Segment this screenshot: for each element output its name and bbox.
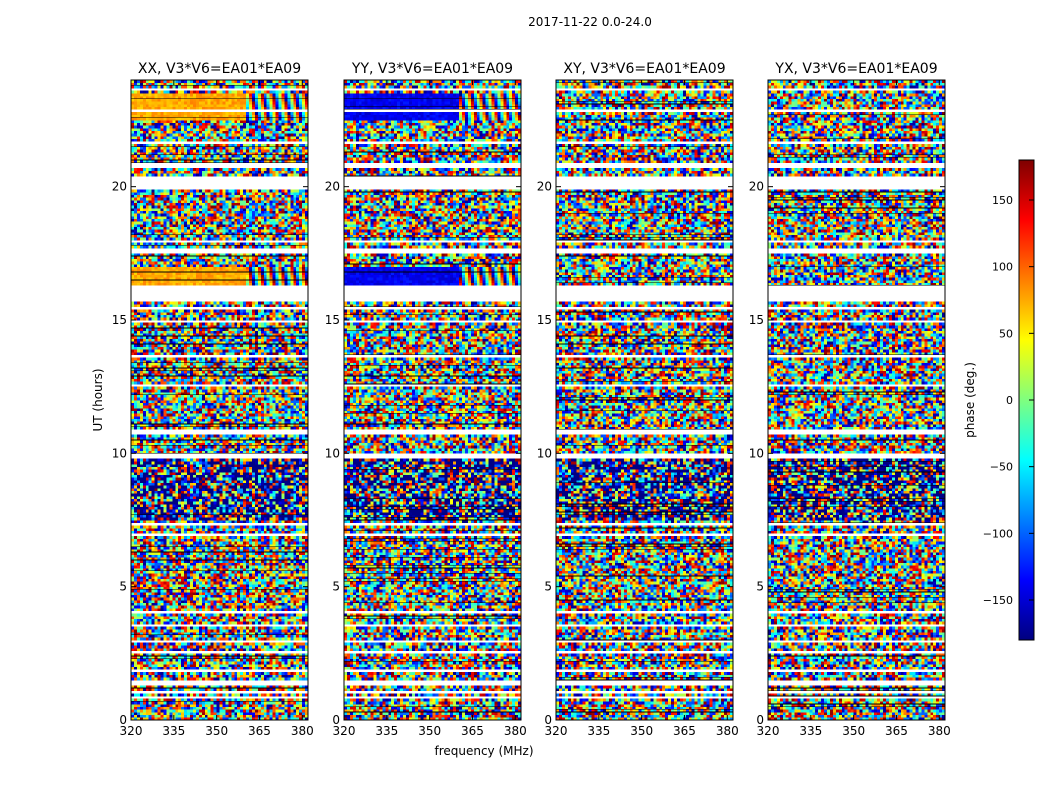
x-tick-label: 365 [461,724,484,738]
y-tick-label: 10 [112,446,127,460]
panel-title: XX, V3*V6=EA01*EA09 [138,61,301,77]
x-tick-label: 380 [716,724,739,738]
colorbar-tick-label: −150 [983,594,1013,607]
y-tick-label: 20 [112,180,127,194]
y-tick-label: 10 [325,446,340,460]
x-tick-label: 335 [799,724,822,738]
y-tick-label: 0 [119,713,127,727]
x-tick-label: 380 [928,724,951,738]
x-tick-label: 335 [587,724,610,738]
x-tick-label: 365 [248,724,271,738]
colorbar: 150 100 50 0 −50 −100 −150 phase (deg.) [963,160,1034,640]
y-tick-label: 10 [749,446,764,460]
y-tick-label: 5 [119,580,127,594]
colorbar-tick-label: 150 [992,194,1013,207]
colorbar-tick-label: 0 [1006,394,1013,407]
x-tick-label: 350 [418,724,441,738]
heatmap-cells [556,80,733,720]
x-tick-label: 350 [630,724,653,738]
x-tick-label: 335 [162,724,185,738]
y-tick-label: 15 [325,313,340,327]
y-tick-label: 0 [332,713,340,727]
heatmap-cells [344,80,521,720]
y-tick-label: 15 [537,313,552,327]
x-tick-label: 365 [673,724,696,738]
y-tick-label: 5 [544,580,552,594]
y-tick-label: 0 [756,713,764,727]
colorbar-tick-label: 50 [999,327,1013,340]
x-tick-label: 350 [205,724,228,738]
figure: 2017-11-22 0.0-24.0 XX, V3*V6=EA01*EA09 3… [0,0,1050,800]
colorbar-tick-label: −100 [983,527,1013,540]
x-tick-label: 380 [504,724,527,738]
x-axis-label: frequency (MHz) [434,744,533,758]
y-tick-label: 0 [544,713,552,727]
heatmap-cells [768,80,945,720]
y-axis-label: UT (hours) [91,368,105,431]
x-tick-label: 350 [842,724,865,738]
figure-title: 2017-11-22 0.0-24.0 [528,15,652,29]
y-tick-label: 20 [537,180,552,194]
y-tick-label: 15 [112,313,127,327]
heatmap-cells [131,80,308,720]
colorbar-label: phase (deg.) [963,362,977,438]
colorbar-tick-label: −50 [990,461,1013,474]
y-tick-label: 20 [749,180,764,194]
x-tick-label: 380 [291,724,314,738]
y-tick-label: 5 [756,580,764,594]
colorbar-tick-label: 100 [992,261,1013,274]
y-tick-label: 10 [537,446,552,460]
panel-title: YX, V3*V6=EA01*EA09 [774,61,937,77]
panel-title: XY, V3*V6=EA01*EA09 [563,61,725,77]
x-tick-label: 365 [885,724,908,738]
y-tick-label: 20 [325,180,340,194]
x-tick-label: 335 [375,724,398,738]
y-tick-label: 5 [332,580,340,594]
panel-title: YY, V3*V6=EA01*EA09 [351,61,513,77]
y-tick-label: 15 [749,313,764,327]
